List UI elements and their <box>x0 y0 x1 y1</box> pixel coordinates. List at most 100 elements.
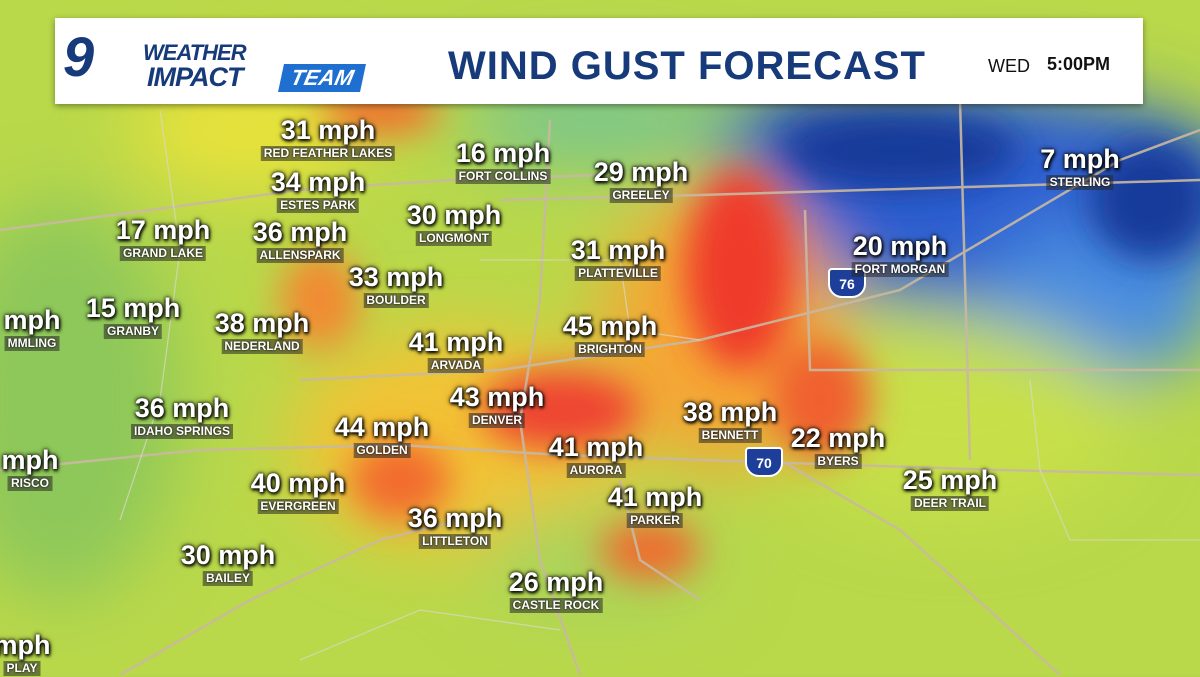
city-name: DEER TRAIL <box>911 496 989 511</box>
logo-number: 9 <box>63 25 94 88</box>
gust-value: 26 mph <box>508 567 604 597</box>
gust-value: 31 mph <box>570 235 666 265</box>
city-label: 38 mph BENNETT <box>682 397 778 444</box>
city-label: 29 mph GREELEY <box>593 157 689 204</box>
gust-value: mph <box>1 445 59 475</box>
gust-value: 31 mph <box>280 115 376 145</box>
gust-value: 38 mph <box>214 308 310 338</box>
city-label: 36 mph ALLENSPARK <box>252 217 348 264</box>
city-label: 44 mph GOLDEN <box>334 412 430 459</box>
city-name: ARVADA <box>427 358 485 373</box>
city-name: IDAHO SPRINGS <box>130 424 234 439</box>
city-name: STERLING <box>1046 175 1114 190</box>
city-label: 30 mph BAILEY <box>180 540 276 587</box>
city-name: FORT MORGAN <box>851 262 949 277</box>
gust-value: 25 mph <box>902 465 998 495</box>
city-label: 7 mph STERLING <box>1040 145 1120 191</box>
city-name: PLATTEVILLE <box>575 266 661 281</box>
city-name: PLAY <box>3 661 41 676</box>
city-label: 45 mph BRIGHTON <box>562 311 658 358</box>
city-label: 34 mph ESTES PARK <box>270 167 366 214</box>
city-name: BYERS <box>814 454 862 469</box>
gust-value: 45 mph <box>562 311 658 341</box>
city-name: EVERGREEN <box>257 499 339 514</box>
city-name: RISCO <box>7 476 52 491</box>
city-label: 36 mph IDAHO SPRINGS <box>130 393 234 440</box>
gust-value: 20 mph <box>852 231 948 261</box>
gust-value: 16 mph <box>455 138 551 168</box>
city-label: 43 mph DENVER <box>449 382 545 429</box>
city-name: LITTLETON <box>419 534 491 549</box>
gust-value: 34 mph <box>270 167 366 197</box>
city-label: 31 mph RED FEATHER LAKES <box>260 115 396 162</box>
city-label: 15 mph GRANBY <box>85 293 181 340</box>
city-label: 41 mph PARKER <box>607 482 703 529</box>
city-label: 25 mph DEER TRAIL <box>902 465 998 512</box>
gust-value: 38 mph <box>682 397 778 427</box>
gust-value: 33 mph <box>348 262 444 292</box>
gust-value: 15 mph <box>85 293 181 323</box>
interstate-shield: 70 <box>745 447 783 477</box>
city-label: mph RISCO <box>2 446 59 492</box>
city-name: BOULDER <box>363 293 429 308</box>
gust-value: 36 mph <box>252 217 348 247</box>
city-name: GREELEY <box>609 188 673 203</box>
city-name: GOLDEN <box>353 443 411 458</box>
gust-value: mph <box>3 305 61 335</box>
city-label: 17 mph GRAND LAKE <box>115 215 211 262</box>
city-label: 41 mph AURORA <box>548 432 644 479</box>
day: WED <box>988 56 1030 76</box>
gust-value: 40 mph <box>250 468 346 498</box>
city-name: RED FEATHER LAKES <box>260 146 396 161</box>
header-banner: 9 WEATHER IMPACT TEAM WIND GUST FORECAST… <box>55 18 1143 104</box>
city-name: BENNETT <box>698 428 762 443</box>
logo-text: WEATHER <box>143 40 247 65</box>
city-label: 33 mph BOULDER <box>348 262 444 309</box>
gust-value: 41 mph <box>607 482 703 512</box>
city-name: ALLENSPARK <box>256 248 344 263</box>
gust-value: 30 mph <box>180 540 276 570</box>
city-name: DENVER <box>468 413 525 428</box>
gust-value: 36 mph <box>134 393 230 423</box>
city-name: AURORA <box>566 463 626 478</box>
city-label: 40 mph EVERGREEN <box>250 468 346 515</box>
gust-value: mph <box>0 630 51 660</box>
city-label: mph MMLING <box>4 306 61 352</box>
gust-value: 44 mph <box>334 412 430 442</box>
city-label: mph PLAY <box>0 631 51 677</box>
city-name: NEDERLAND <box>221 339 303 354</box>
city-label: 30 mph LONGMONT <box>406 200 502 247</box>
title: WIND GUST FORECAST <box>448 44 926 88</box>
gust-value: 17 mph <box>115 215 211 245</box>
gust-value: 36 mph <box>407 503 503 533</box>
city-name: GRAND LAKE <box>120 246 206 261</box>
city-name: LONGMONT <box>416 231 492 246</box>
city-label: 16 mph FORT COLLINS <box>455 138 551 185</box>
city-name: CASTLE ROCK <box>509 598 603 613</box>
time: 5:00PM <box>1047 54 1111 74</box>
city-name: ESTES PARK <box>277 198 359 213</box>
city-name: BAILEY <box>202 571 253 586</box>
city-name: PARKER <box>627 513 683 528</box>
logo-text: IMPACT <box>147 62 243 92</box>
city-label: 38 mph NEDERLAND <box>214 308 310 355</box>
logo-badge: TEAM <box>278 64 367 92</box>
gust-value: 30 mph <box>406 200 502 230</box>
city-label: 31 mph PLATTEVILLE <box>570 235 666 282</box>
city-name: MMLING <box>4 336 60 351</box>
city-name: BRIGHTON <box>575 342 645 357</box>
gust-value: 29 mph <box>593 157 689 187</box>
city-name: FORT COLLINS <box>455 169 551 184</box>
gust-value: 41 mph <box>408 327 504 357</box>
city-label: 20 mph FORT MORGAN <box>851 231 949 278</box>
gust-value: 22 mph <box>790 423 886 453</box>
gust-value: 7 mph <box>1040 144 1120 174</box>
city-label: 22 mph BYERS <box>790 423 886 470</box>
city-label: 36 mph LITTLETON <box>407 503 503 550</box>
city-name: GRANBY <box>103 324 162 339</box>
city-label: 26 mph CASTLE ROCK <box>508 567 604 614</box>
city-label: 41 mph ARVADA <box>408 327 504 374</box>
gust-value: 41 mph <box>548 432 644 462</box>
gust-value: 43 mph <box>449 382 545 412</box>
